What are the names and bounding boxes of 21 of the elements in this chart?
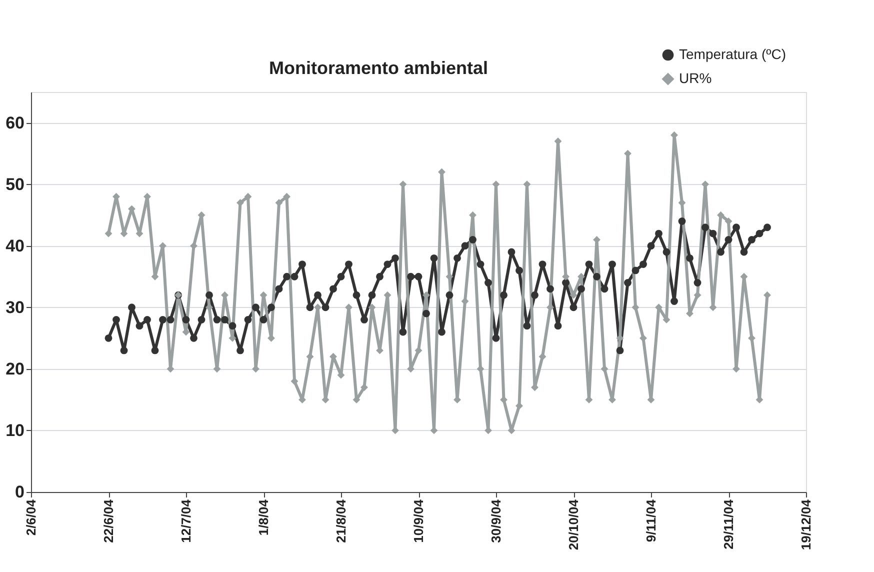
x-tick-label: 22/6/04: [101, 498, 116, 543]
y-tick-label: 10: [6, 420, 24, 440]
y-tick-label: 20: [6, 359, 24, 378]
y-tick-label: 60: [6, 113, 24, 132]
x-tick-label: 30/9/04: [488, 498, 504, 543]
y-tick-label: 40: [6, 236, 24, 256]
x-tick-label: 29/11/04: [721, 498, 736, 550]
chart-title: Monitoramento ambiental: [268, 58, 488, 78]
x-tick-label: 2/6/04: [24, 498, 38, 536]
legend-label: UR%: [679, 70, 712, 86]
y-tick-label: 0: [15, 482, 24, 502]
x-tick-label: 21/8/04: [334, 498, 348, 543]
x-tick-label: 10/9/04: [411, 498, 426, 543]
x-tick-label: 1/8/04: [256, 498, 271, 536]
x-tick-label: 9/11/04: [644, 498, 658, 542]
y-tick-label: 30: [6, 298, 24, 317]
y-tick-label: 50: [6, 174, 24, 194]
x-tick-label: 12/7/04: [178, 498, 194, 543]
legend-label: Temperatura (ºC): [679, 46, 786, 62]
x-tick-label: 20/10/04: [566, 498, 581, 550]
x-tick-label: 19/12/04: [798, 498, 814, 550]
